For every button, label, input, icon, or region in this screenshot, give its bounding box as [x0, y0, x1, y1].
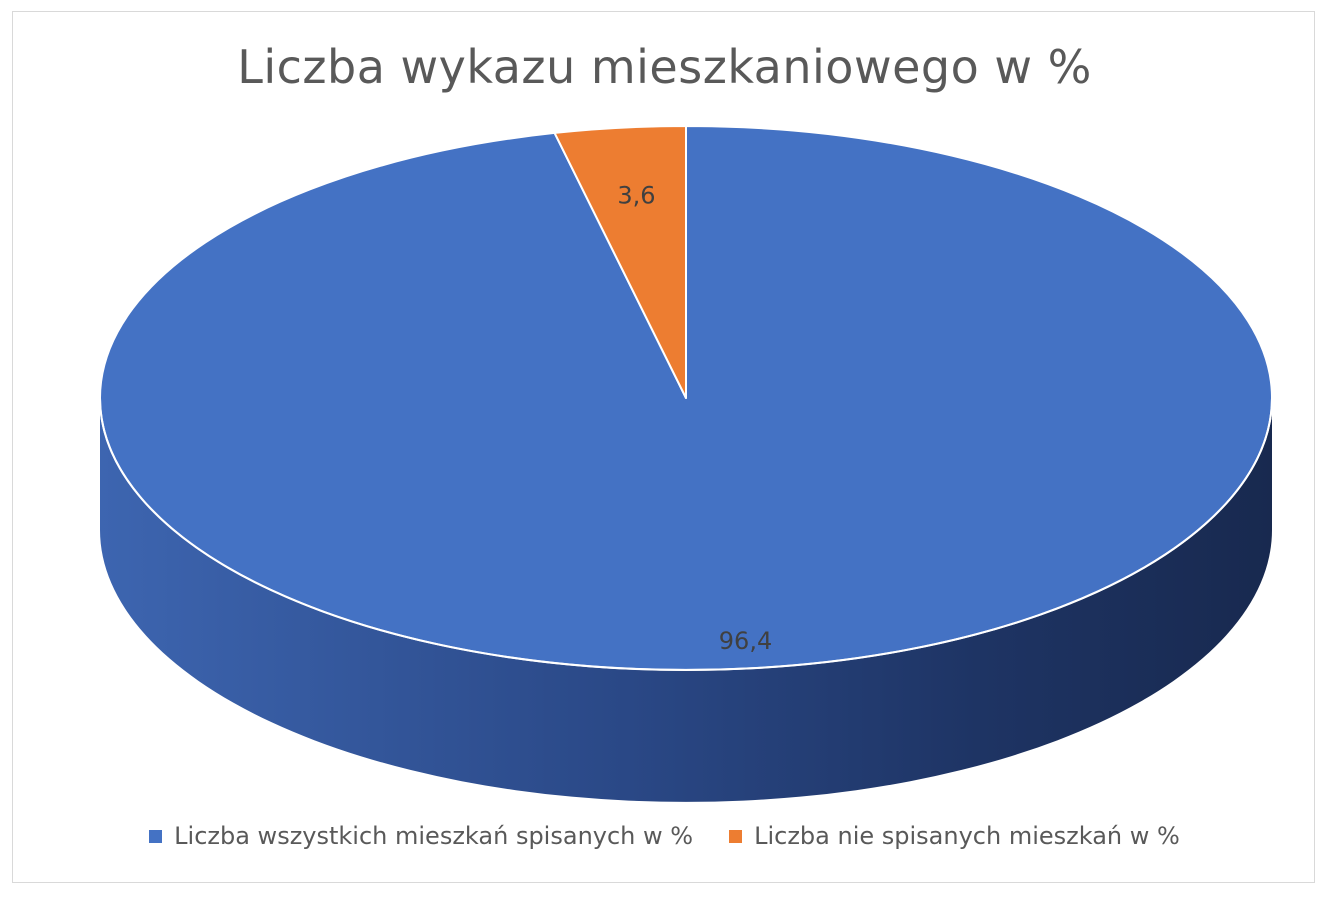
legend-entry-spisane: Liczba wszystkich mieszkań spisanych w %	[149, 822, 693, 850]
pie-rim	[99, 397, 1273, 671]
pie-labels: 96,4 3,6	[617, 181, 772, 655]
pie-top	[99, 125, 1273, 671]
legend-swatch-spisane	[149, 829, 163, 843]
chart-title: Liczba wykazu mieszkaniowego w %	[237, 40, 1092, 94]
pie-side	[100, 398, 1272, 802]
legend-label-nie-spisane: Liczba nie spisanych mieszkań w %	[754, 822, 1180, 850]
legend-swatch-nie-spisane	[729, 829, 743, 843]
data-label-nie-spisane: 3,6	[617, 181, 655, 209]
pie-side-wall	[100, 398, 1272, 802]
legend-label-spisane: Liczba wszystkich mieszkań spisanych w %	[174, 822, 694, 850]
data-label-spisane: 96,4	[719, 627, 772, 655]
pie-slice-nie-spisane	[553, 125, 687, 399]
legend-entry-nie-spisane: Liczba nie spisanych mieszkań w %	[729, 822, 1180, 850]
legend: Liczba wszystkich mieszkań spisanych w %…	[0, 822, 1329, 850]
